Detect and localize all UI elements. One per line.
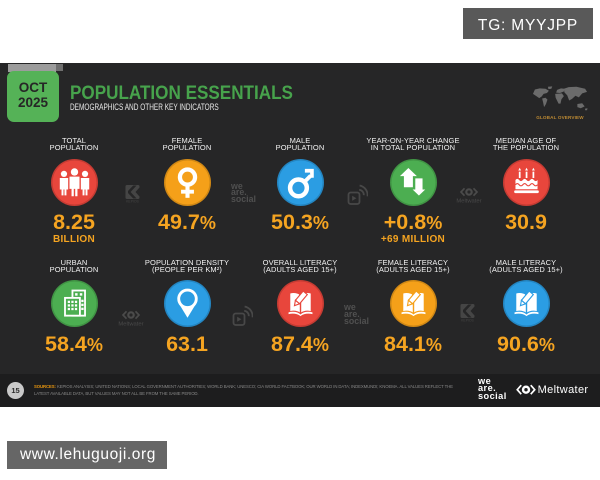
svg-text:KEPIOS: KEPIOS — [461, 318, 474, 322]
svg-text:KEPIOS: KEPIOS — [126, 200, 139, 204]
svg-text:Meltwater: Meltwater — [118, 321, 143, 327]
svg-text:Meltwater: Meltwater — [456, 198, 481, 204]
